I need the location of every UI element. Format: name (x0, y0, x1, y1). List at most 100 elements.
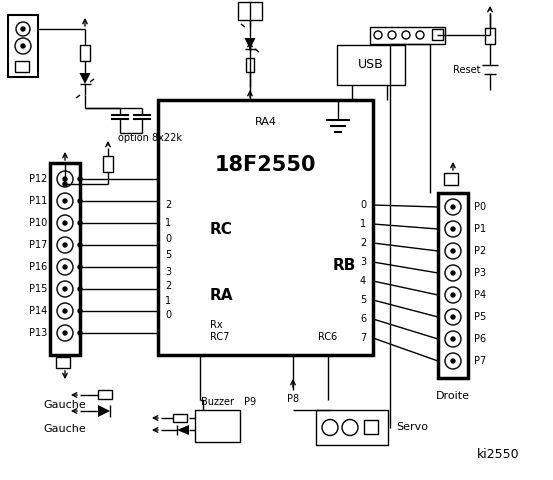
Circle shape (57, 259, 73, 275)
Text: 1: 1 (165, 218, 171, 228)
Text: 0: 0 (360, 200, 366, 210)
Text: P15: P15 (29, 284, 47, 294)
Text: 18F2550: 18F2550 (215, 155, 316, 175)
Bar (438, 193, 468, 378)
Circle shape (374, 31, 382, 39)
Text: P4: P4 (474, 290, 486, 300)
Text: Droite: Droite (436, 391, 470, 401)
Circle shape (78, 199, 82, 203)
Polygon shape (244, 38, 255, 49)
Circle shape (21, 44, 25, 48)
Text: RB: RB (333, 257, 356, 273)
Circle shape (445, 199, 461, 215)
Text: 7: 7 (360, 333, 366, 343)
Bar (238, 2, 262, 20)
Circle shape (63, 287, 67, 291)
Bar (158, 100, 373, 355)
Text: P16: P16 (29, 262, 47, 272)
Text: P11: P11 (29, 196, 47, 206)
Bar (195, 410, 240, 442)
Bar (8, 15, 38, 77)
Text: Reset: Reset (452, 65, 480, 75)
Text: Servo: Servo (396, 422, 428, 432)
Text: Buzzer: Buzzer (201, 397, 234, 407)
Circle shape (16, 22, 30, 36)
Bar (246, 58, 254, 72)
Circle shape (451, 227, 455, 231)
Circle shape (63, 199, 67, 203)
Circle shape (57, 303, 73, 319)
Text: RC7: RC7 (210, 332, 229, 342)
Text: 6: 6 (360, 314, 366, 324)
Circle shape (322, 420, 338, 435)
Circle shape (63, 265, 67, 269)
Circle shape (78, 309, 82, 313)
Bar (364, 420, 378, 434)
Text: 3: 3 (165, 267, 171, 277)
Circle shape (388, 31, 396, 39)
Text: Gauche: Gauche (44, 424, 86, 434)
Text: ki2550: ki2550 (477, 448, 520, 461)
Bar (103, 156, 113, 172)
Text: P8: P8 (287, 394, 299, 404)
Circle shape (63, 243, 67, 247)
Bar (98, 390, 112, 399)
Circle shape (15, 38, 31, 54)
Circle shape (445, 331, 461, 347)
Circle shape (63, 309, 67, 313)
Circle shape (78, 221, 82, 225)
Circle shape (78, 265, 82, 269)
Circle shape (445, 353, 461, 369)
Circle shape (451, 271, 455, 275)
Text: 0: 0 (165, 234, 171, 244)
Circle shape (63, 177, 67, 181)
Text: option 8x22k: option 8x22k (118, 133, 182, 143)
Bar (432, 29, 443, 40)
Circle shape (63, 182, 67, 186)
Circle shape (78, 243, 82, 247)
Text: P3: P3 (474, 268, 486, 278)
Bar (56, 357, 70, 368)
Text: 2: 2 (360, 238, 366, 248)
Circle shape (63, 331, 67, 335)
Circle shape (445, 309, 461, 325)
Bar (485, 28, 495, 44)
Bar (50, 163, 80, 355)
Polygon shape (98, 405, 110, 417)
Circle shape (445, 287, 461, 303)
Circle shape (416, 31, 424, 39)
Text: P9: P9 (244, 397, 256, 407)
Text: 1: 1 (165, 296, 171, 306)
Text: USB: USB (358, 59, 384, 72)
Circle shape (78, 177, 82, 181)
Text: 1: 1 (360, 219, 366, 229)
Circle shape (57, 193, 73, 209)
Circle shape (445, 221, 461, 237)
Text: RA: RA (210, 288, 233, 302)
Circle shape (451, 315, 455, 319)
Circle shape (451, 359, 455, 363)
Text: 5: 5 (360, 295, 366, 305)
Text: 3: 3 (360, 257, 366, 267)
Circle shape (78, 287, 82, 291)
Circle shape (57, 325, 73, 341)
Bar (370, 27, 445, 44)
Circle shape (451, 337, 455, 341)
Circle shape (57, 171, 73, 187)
Circle shape (445, 243, 461, 259)
Text: P14: P14 (29, 306, 47, 316)
Text: P5: P5 (474, 312, 486, 322)
Circle shape (445, 265, 461, 281)
Bar (444, 173, 458, 185)
Circle shape (57, 237, 73, 253)
Text: P13: P13 (29, 328, 47, 338)
Text: P6: P6 (474, 334, 486, 344)
Circle shape (402, 31, 410, 39)
Text: Gauche: Gauche (44, 400, 86, 410)
Bar (15, 61, 29, 72)
Text: P2: P2 (474, 246, 486, 256)
Circle shape (57, 281, 73, 297)
Text: RA4: RA4 (254, 117, 276, 127)
Text: P7: P7 (474, 356, 486, 366)
Circle shape (21, 27, 25, 31)
